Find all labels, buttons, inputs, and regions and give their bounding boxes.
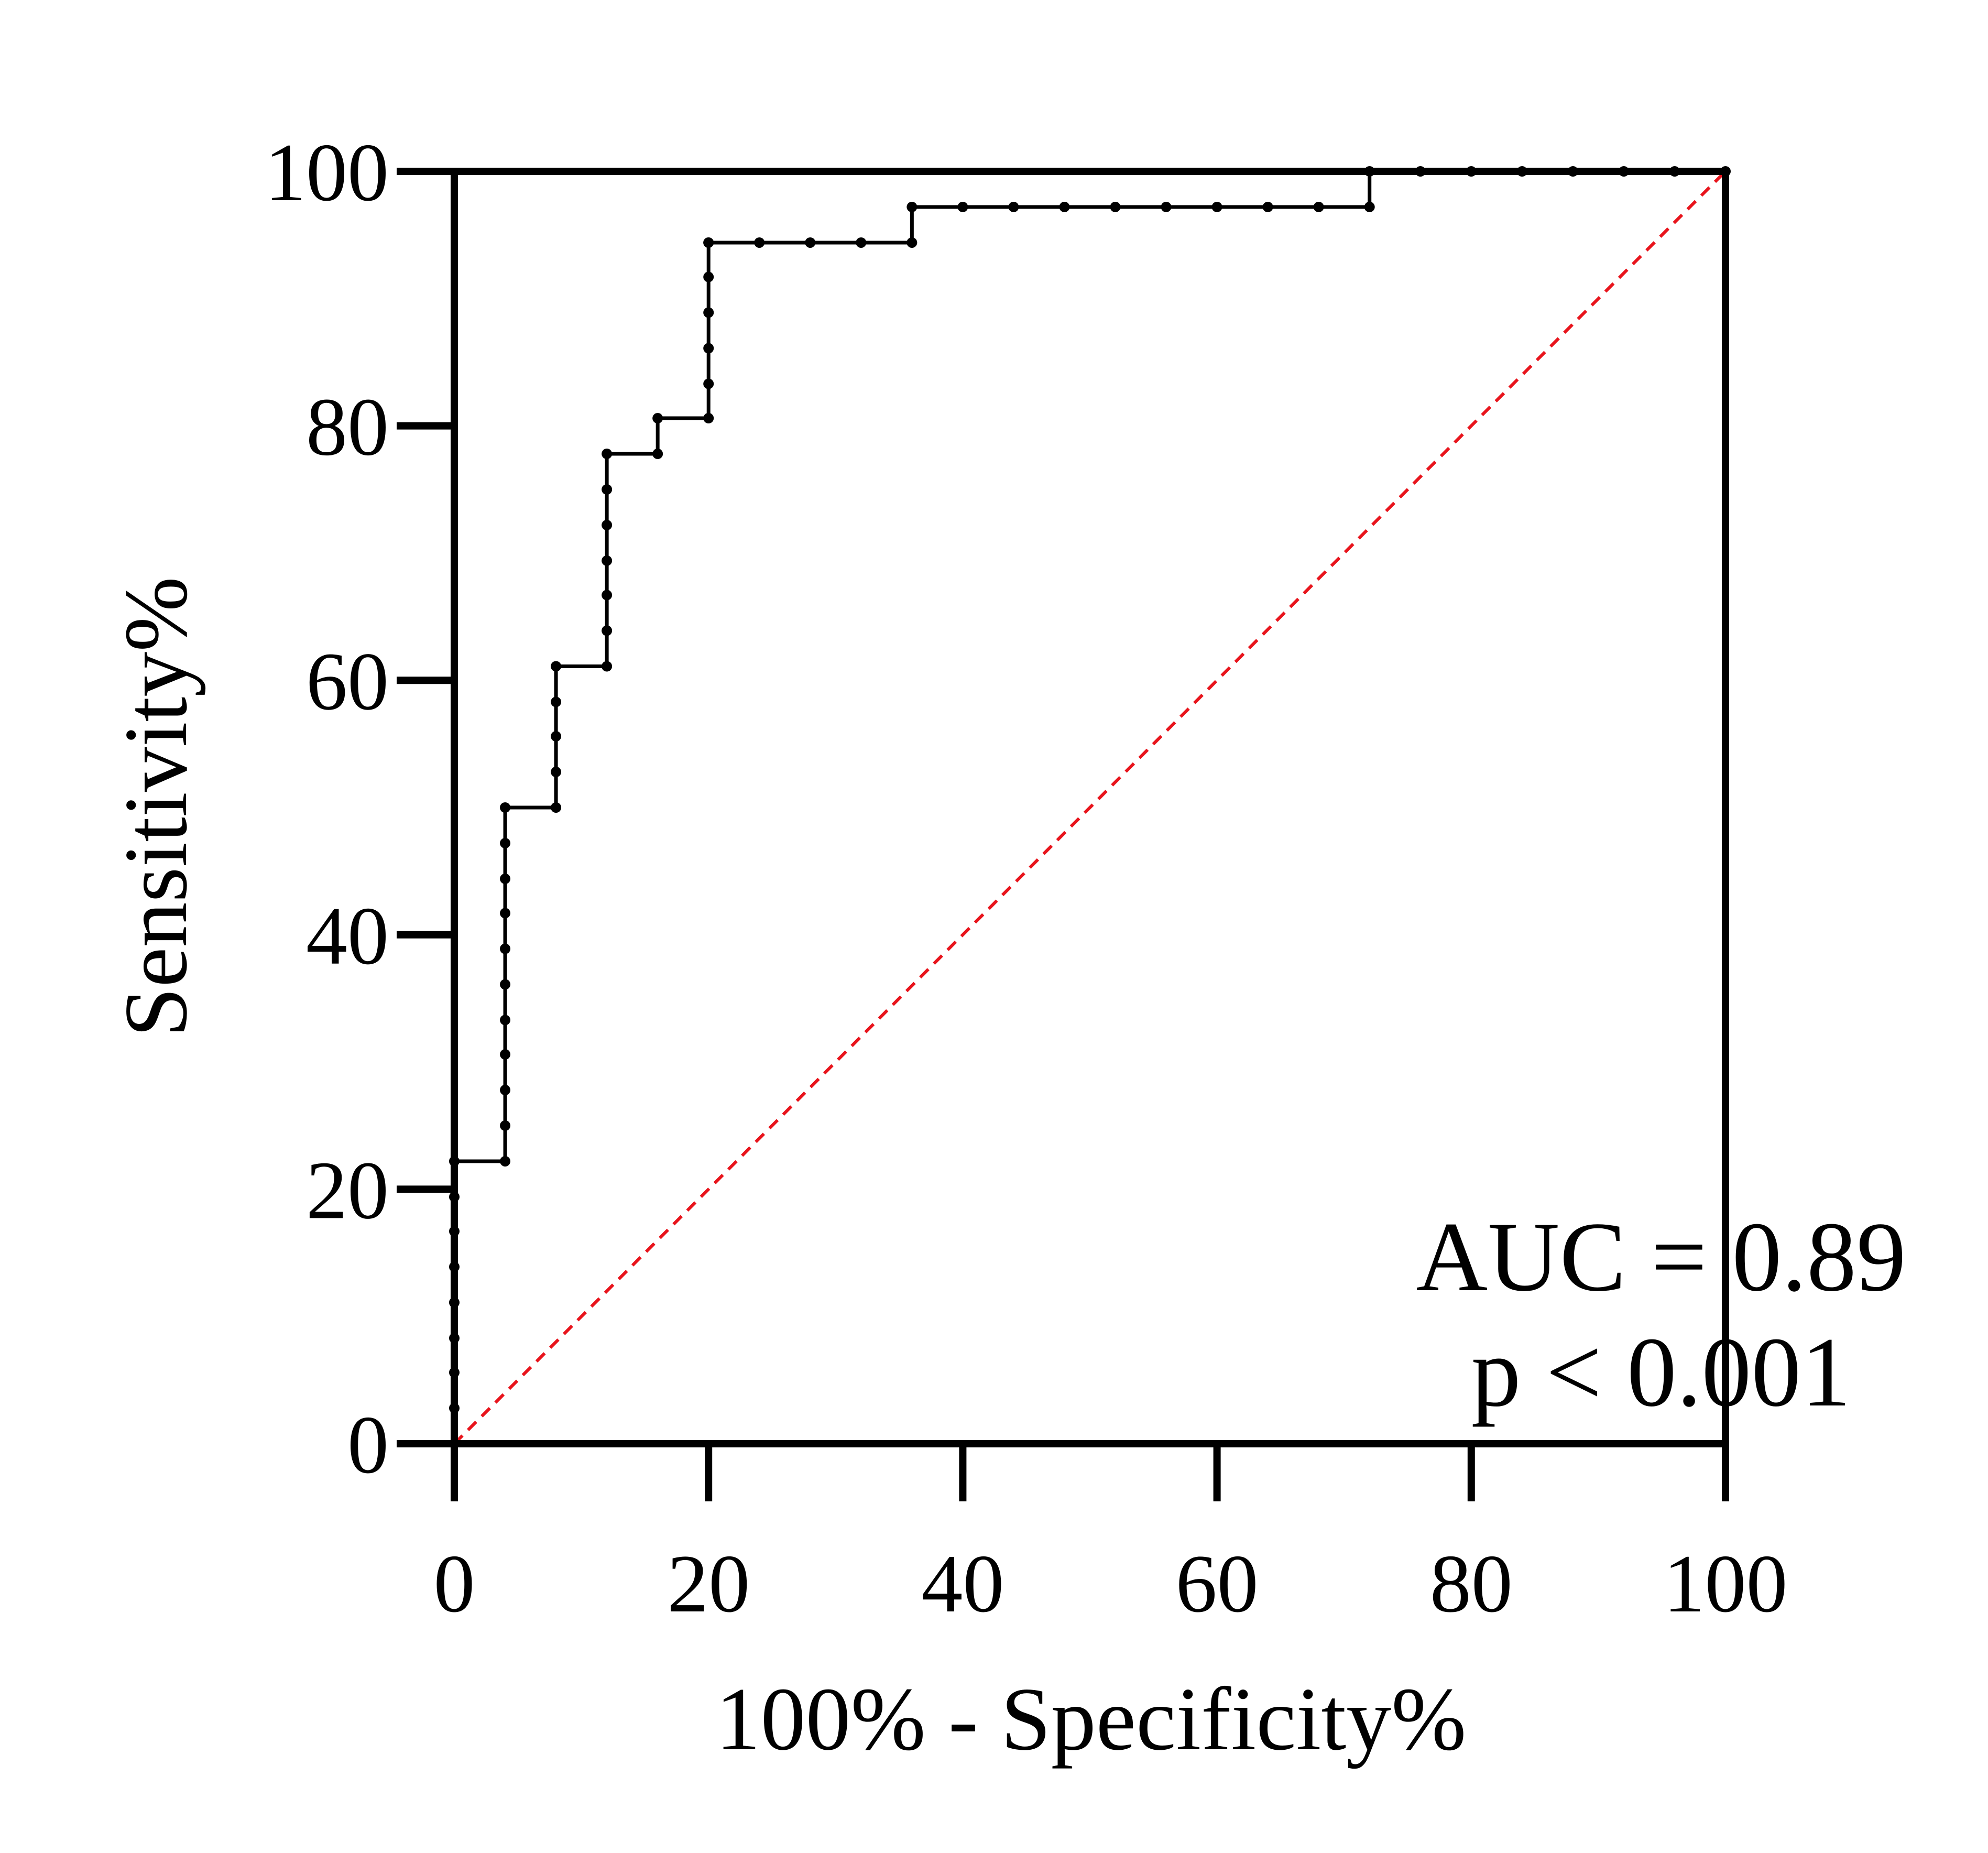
roc-point xyxy=(703,413,714,424)
plot-lines xyxy=(452,169,1727,1445)
x-axis-title: 100% - Specificity% xyxy=(716,1670,1467,1769)
x-tick-label: 20 xyxy=(667,1538,750,1630)
roc-point xyxy=(703,378,714,389)
roc-point xyxy=(551,661,562,672)
x-tick-label: 40 xyxy=(921,1538,1004,1630)
y-tick-label: 40 xyxy=(306,890,389,982)
roc-point xyxy=(1161,201,1172,212)
auc-annotation: AUC = 0.89 xyxy=(1416,1202,1906,1312)
roc-point xyxy=(703,307,714,318)
roc-point xyxy=(500,1015,511,1026)
roc-point xyxy=(703,271,714,282)
roc-point xyxy=(602,661,613,672)
roc-point xyxy=(703,237,714,248)
roc-point xyxy=(500,943,511,954)
roc-point xyxy=(652,449,663,460)
roc-point xyxy=(1364,201,1375,212)
roc-point xyxy=(500,802,511,813)
roc-point xyxy=(754,237,765,248)
y-tick-label: 80 xyxy=(306,382,389,473)
x-tick-label: 80 xyxy=(1430,1538,1513,1630)
roc-point xyxy=(602,625,613,636)
roc-point xyxy=(500,979,511,990)
roc-point xyxy=(500,873,511,884)
roc-point xyxy=(500,1049,511,1060)
roc-point xyxy=(500,908,511,919)
roc-point xyxy=(500,1156,511,1167)
roc-point xyxy=(703,343,714,354)
roc-point xyxy=(500,837,511,848)
roc-point xyxy=(805,237,816,248)
roc-point xyxy=(856,237,867,248)
roc-point xyxy=(602,449,613,460)
roc-point xyxy=(602,484,613,495)
roc-point xyxy=(652,413,663,424)
y-tick-label: 0 xyxy=(347,1399,389,1491)
x-tick-label: 60 xyxy=(1176,1538,1259,1630)
roc-point xyxy=(1008,201,1019,212)
roc-point xyxy=(602,590,613,601)
roc-point xyxy=(1059,201,1070,212)
roc-point xyxy=(500,1085,511,1096)
tick-labels: 0 20 40 60 80 100 0 20 40 60 80 100 xyxy=(265,127,1788,1630)
roc-curve-line xyxy=(452,169,1725,1444)
roc-point xyxy=(1313,201,1324,212)
p-value-annotation: p < 0.001 xyxy=(1471,1317,1851,1427)
roc-point xyxy=(906,237,917,248)
x-tick-label: 100 xyxy=(1664,1538,1788,1630)
y-tick-label: 100 xyxy=(265,127,389,219)
y-axis-title: Sensitivity% xyxy=(106,576,206,1037)
reference-diagonal-line xyxy=(453,170,1727,1445)
roc-point xyxy=(1262,201,1273,212)
roc-point xyxy=(500,1120,511,1131)
x-tick-label: 0 xyxy=(434,1538,475,1630)
roc-point xyxy=(551,802,562,813)
y-tick-label: 60 xyxy=(306,636,389,727)
roc-point xyxy=(602,519,613,530)
roc-point xyxy=(551,696,562,707)
roc-point xyxy=(957,201,968,212)
roc-point xyxy=(1211,201,1222,212)
axes xyxy=(397,168,1729,1501)
roc-point xyxy=(551,767,562,778)
roc-point xyxy=(602,555,613,566)
roc-point xyxy=(1110,201,1121,212)
roc-point xyxy=(551,731,562,742)
y-tick-label: 20 xyxy=(306,1144,389,1236)
roc-point xyxy=(906,201,917,212)
